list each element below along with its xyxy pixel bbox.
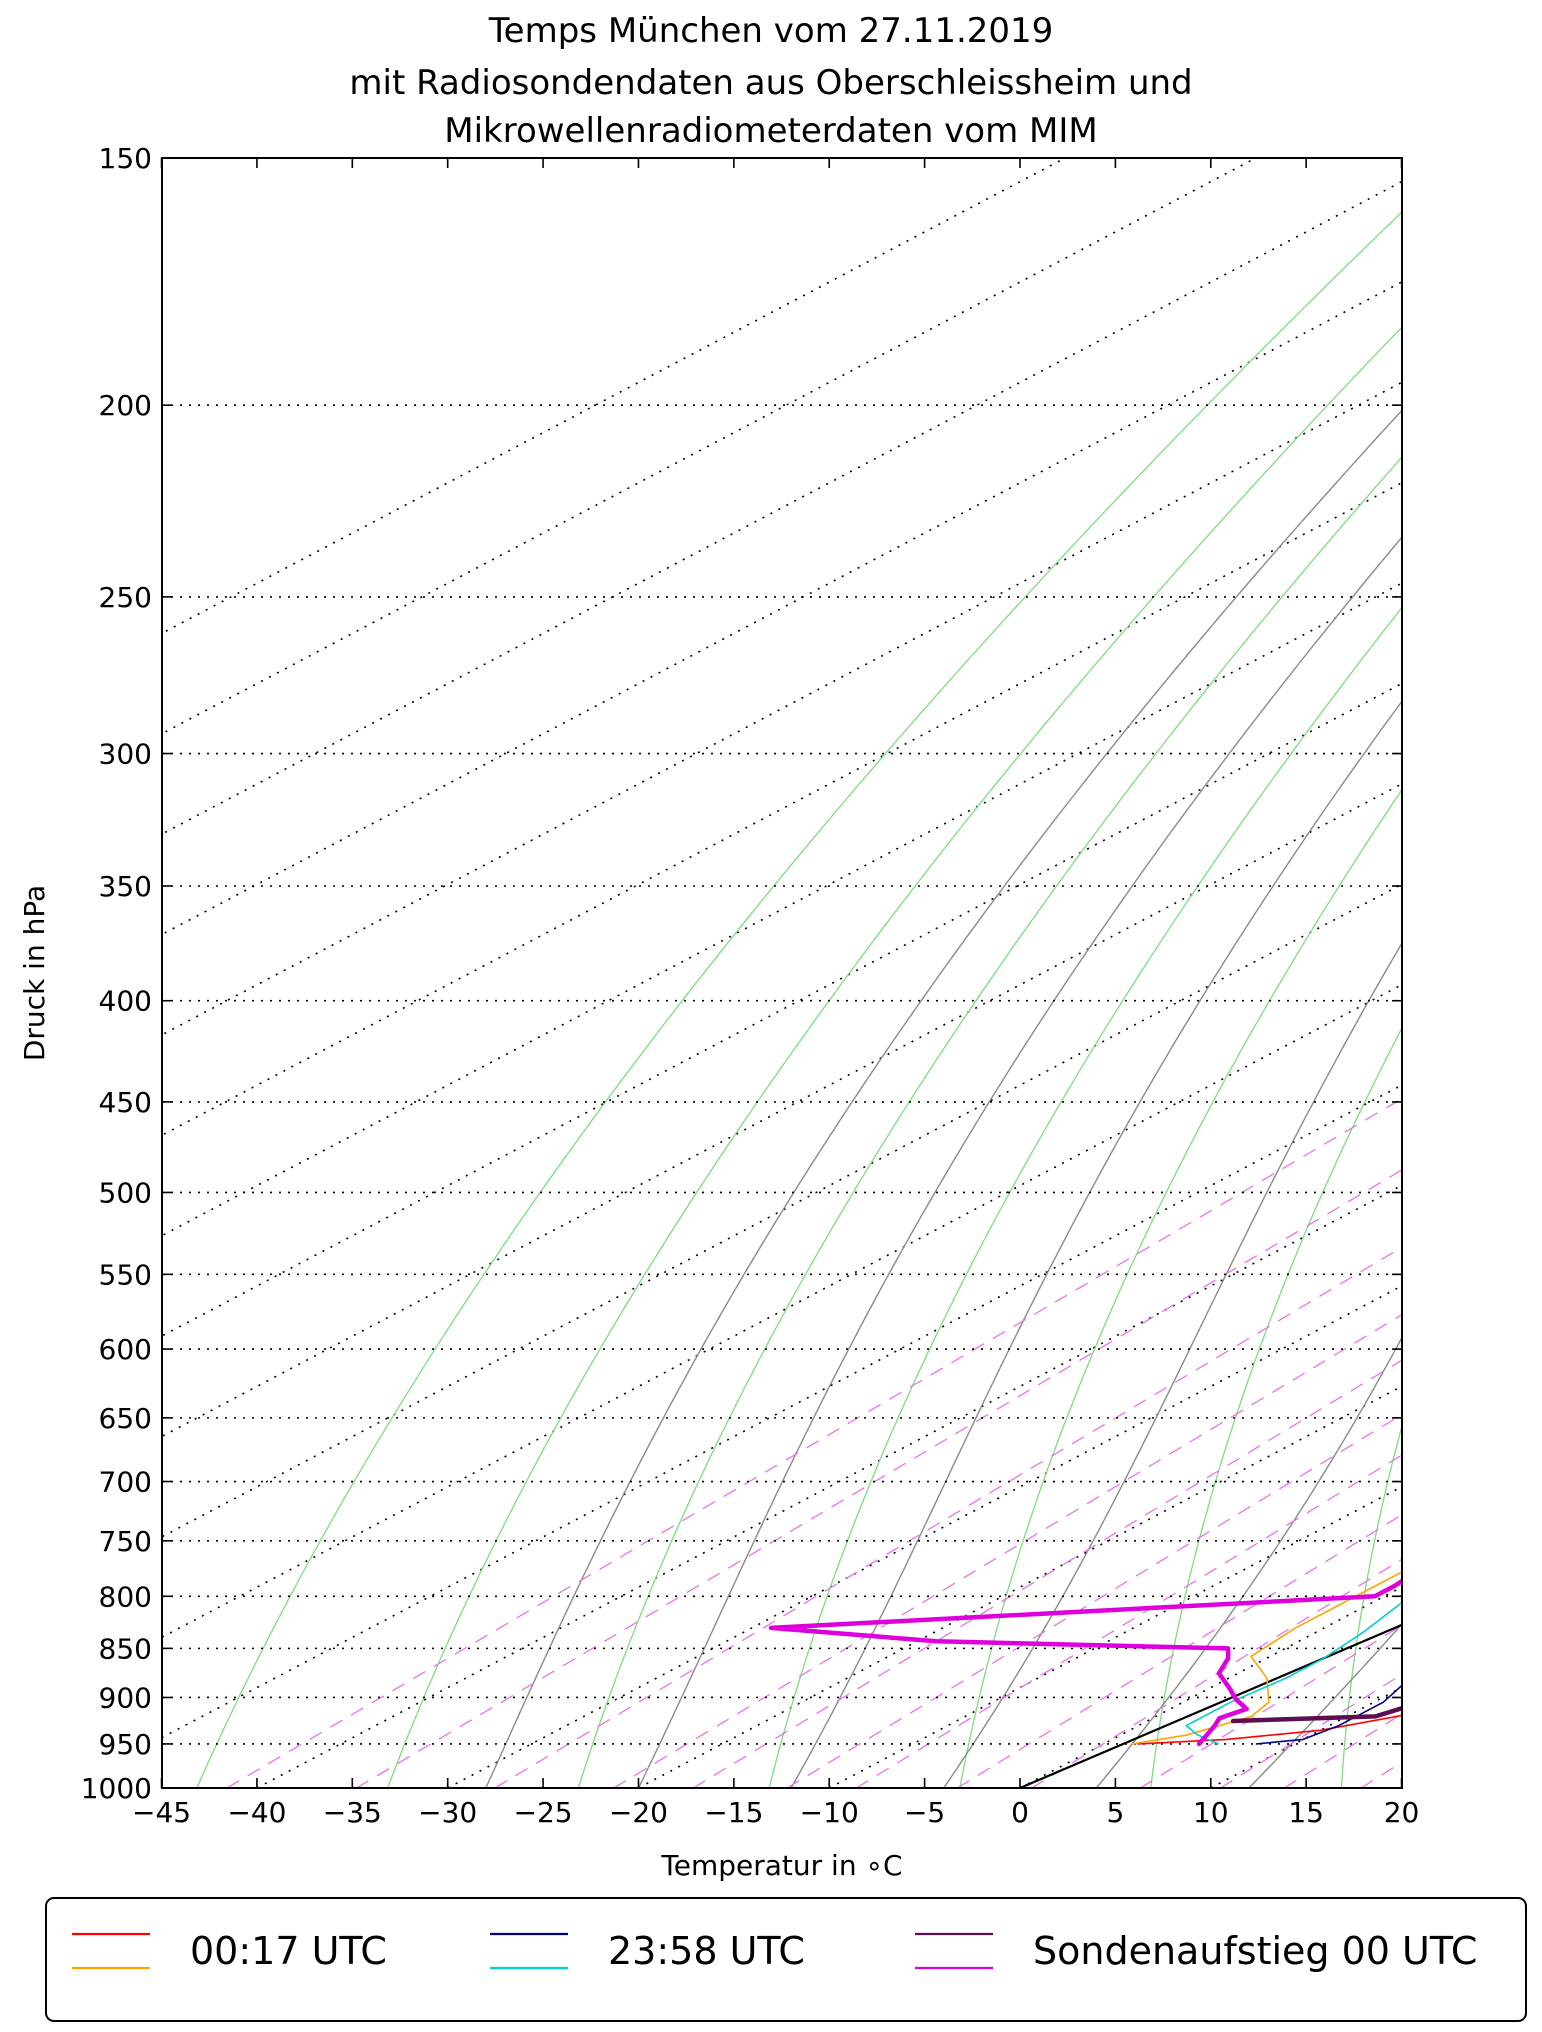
y-tick-label: 650 — [99, 1402, 152, 1435]
background-lines — [162, 158, 1542, 1788]
mixing-ratio-line — [855, 1454, 1402, 1788]
y-axis-label: Druck in hPa — [18, 885, 51, 1061]
y-tick-label: 750 — [99, 1525, 152, 1558]
y-tick-label: 550 — [99, 1258, 152, 1291]
y-axis: 1000 950 900 850 800 750 700 650 600 550 500 450 400… — [81, 142, 1402, 1805]
isotherm-line — [256, 1184, 1402, 1788]
x-tick-label: 10 — [1193, 1796, 1229, 1829]
y-tick-label: 950 — [99, 1728, 152, 1761]
isotherm-line — [162, 158, 1066, 635]
y-tick-label: 500 — [99, 1176, 152, 1209]
mixing-ratio-line — [1423, 405, 1542, 1788]
dry-adiabat-line — [386, 326, 1402, 1788]
dry-adiabat-line — [768, 606, 1402, 1788]
x-axis-label: Temperatur in ∘C — [660, 1849, 902, 1882]
mixing-ratio-line — [1031, 1558, 1402, 1788]
x-tick-label: −35 — [323, 1796, 382, 1829]
series-line — [1255, 1684, 1402, 1745]
x-tick-label: −30 — [418, 1796, 477, 1829]
series-line — [1185, 1601, 1402, 1745]
x-tick-label: 15 — [1288, 1796, 1324, 1829]
mixing-ratio-line — [692, 1359, 1402, 1788]
moist-adiabat-line — [790, 699, 1402, 1788]
x-tick-label: −15 — [704, 1796, 763, 1829]
isotherm-line — [1401, 1786, 1402, 1788]
legend-label: Sondenaufstieg 00 UTC — [1033, 1929, 1477, 1973]
y-tick-label: 400 — [99, 985, 152, 1018]
y-tick-label: 700 — [99, 1466, 152, 1499]
x-tick-label: −5 — [904, 1796, 945, 1829]
series-line — [1131, 1571, 1402, 1745]
y-tick-label: 450 — [99, 1086, 152, 1119]
x-tick-label: 5 — [1106, 1796, 1124, 1829]
pressure-grid — [162, 404, 1402, 1745]
y-tick-label: 900 — [99, 1681, 152, 1714]
mixing-ratio-line — [786, 1413, 1402, 1788]
isotherm-line — [1019, 1586, 1402, 1788]
title-line-2: mit Radiosondendaten aus Oberschleisshei… — [349, 63, 1192, 103]
isotherm-line — [162, 381, 1402, 1036]
legend: 00:17 UTC 23:58 UTC Sondenaufstieg 00 UTC — [45, 1897, 1527, 2022]
y-tick-label: 200 — [99, 389, 152, 422]
mixing-ratio-line — [1492, 405, 1542, 1788]
dry-adiabat-line — [1532, 158, 1542, 1788]
mixing-ratio-line — [1283, 1713, 1402, 1788]
moist-adiabat-line — [485, 409, 1402, 1788]
y-tick-label: 800 — [99, 1580, 152, 1613]
x-tick-label: −40 — [227, 1796, 286, 1829]
dry-adiabat-line — [1340, 1423, 1402, 1788]
dry-adiabat-line — [577, 456, 1402, 1788]
y-tick-label: 300 — [99, 738, 152, 771]
isotherm-line — [162, 158, 1257, 735]
y-tick-label: 150 — [99, 142, 152, 175]
series-line — [768, 1578, 1402, 1747]
x-tick-label: −45 — [132, 1796, 191, 1829]
zero-degree-line — [1019, 1623, 1402, 1788]
x-tick-label: 0 — [1011, 1796, 1029, 1829]
moist-adiabat-line — [1401, 1786, 1402, 1788]
legend-frame — [45, 1897, 1527, 2022]
legend-label: 23:58 UTC — [608, 1929, 805, 1973]
x-tick-label: −25 — [514, 1796, 573, 1829]
isotherm-line — [162, 280, 1402, 936]
moist-adiabat-line — [943, 941, 1402, 1788]
isotherm-line — [162, 180, 1402, 835]
y-tick-label: 850 — [99, 1632, 152, 1665]
x-tick-label: 20 — [1384, 1796, 1420, 1829]
mixing-ratio-line — [226, 1097, 1402, 1788]
dry-adiabat-line — [959, 788, 1402, 1788]
y-tick-label: 250 — [99, 581, 152, 614]
title-line-1: Temps München vom 27.11.2019 — [488, 11, 1054, 51]
dry-adiabat-line — [196, 211, 1402, 1788]
isotherm-line — [162, 1084, 1402, 1739]
mixing-ratio-line — [1140, 1624, 1402, 1788]
y-tick-label: 1000 — [81, 1772, 152, 1805]
chart-title: Temps München vom 27.11.2019 mit Radioso… — [349, 11, 1192, 151]
mixing-ratio-line — [956, 1513, 1402, 1788]
moist-adiabat-line — [1248, 1623, 1402, 1788]
y-tick-label: 350 — [99, 870, 152, 903]
x-tick-label: −10 — [800, 1796, 859, 1829]
mixing-ratio-line — [356, 1169, 1402, 1788]
series-line — [1230, 1705, 1402, 1724]
isotherm-line — [638, 1385, 1402, 1788]
moist-adiabat-line — [637, 536, 1402, 1788]
moist-adiabat-line — [1095, 1336, 1402, 1788]
data-series — [768, 1571, 1402, 1788]
plot-frame — [161, 157, 1403, 1789]
mixing-ratio-line — [1360, 1761, 1402, 1788]
title-line-3: Mikrowellenradiometerdaten vom MIM — [444, 111, 1097, 151]
x-axis: −45 −40 −35 −30 −25 −20 −15 −10 −5 0 5 10 15 20 — [132, 158, 1419, 1829]
legend-label: 00:17 UTC — [190, 1929, 387, 1973]
isotherm-line — [828, 1485, 1402, 1788]
x-tick-label: −20 — [609, 1796, 668, 1829]
y-tick-label: 600 — [99, 1333, 152, 1366]
isotherm-line — [1210, 1686, 1402, 1788]
